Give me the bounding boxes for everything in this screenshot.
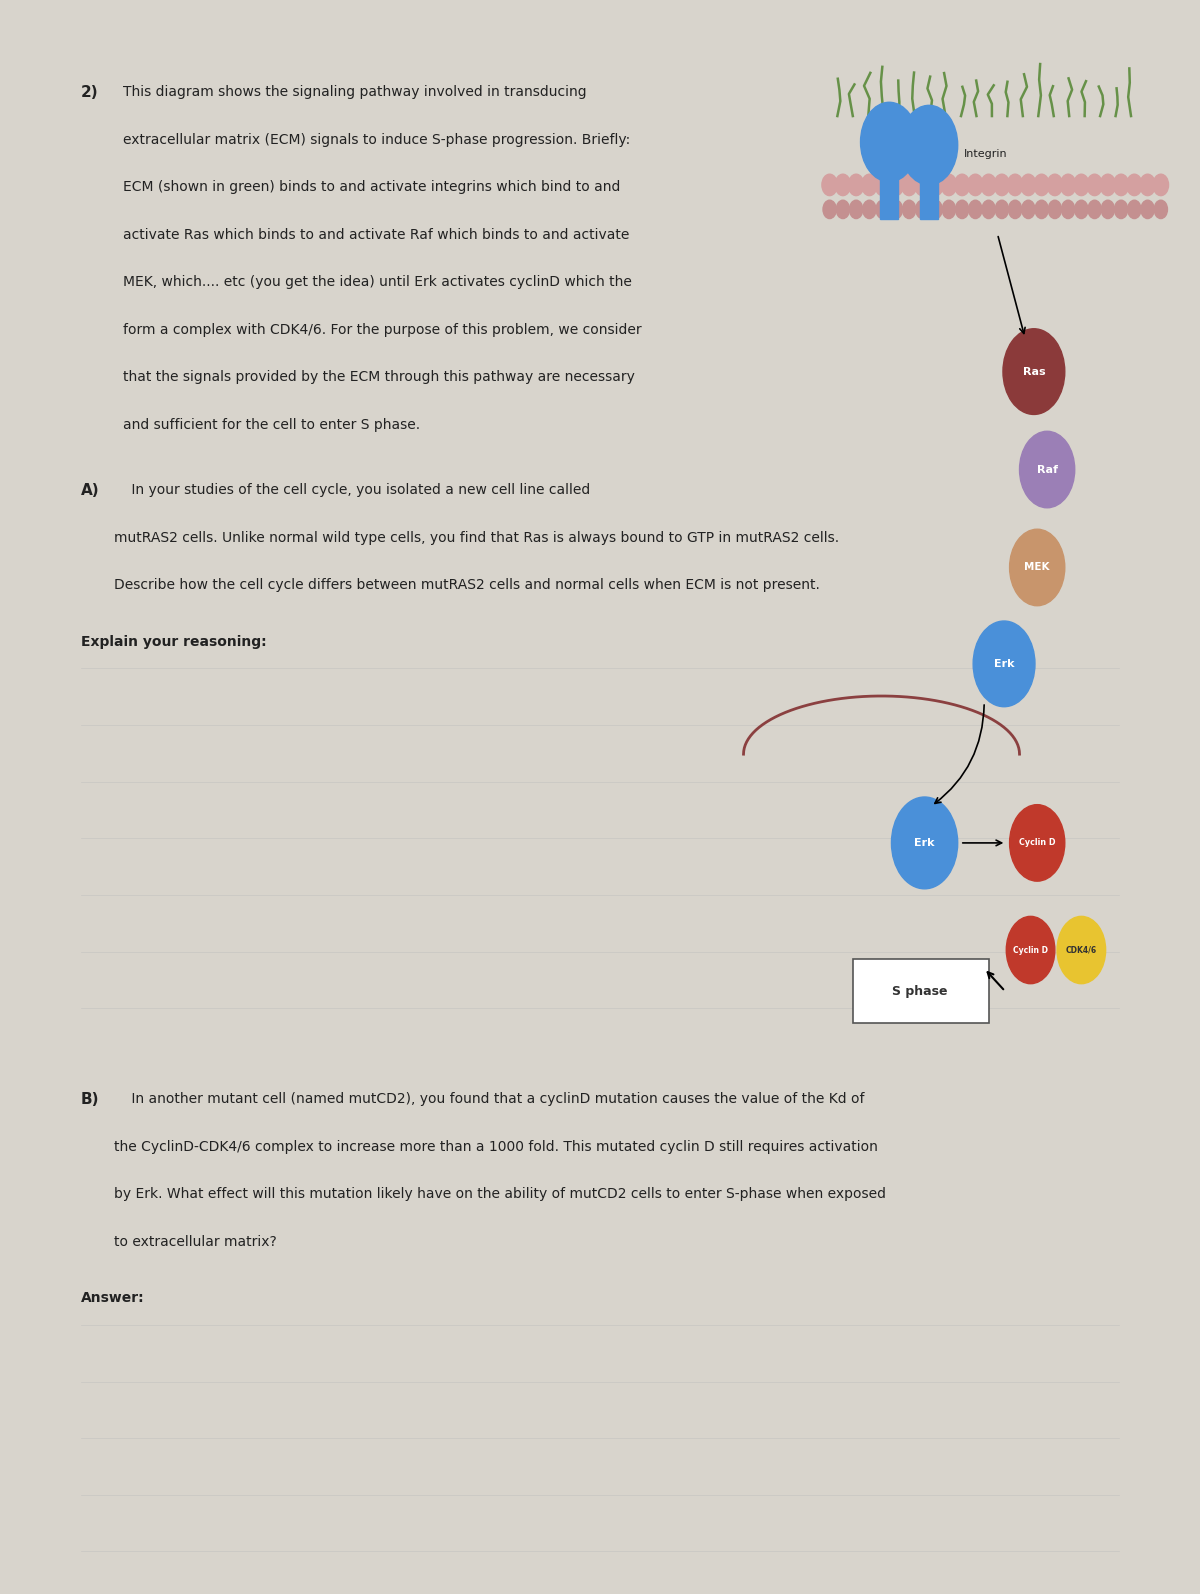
Circle shape [994,174,1009,196]
Circle shape [850,201,863,218]
Circle shape [967,174,983,196]
Circle shape [1127,174,1142,196]
Circle shape [1141,201,1154,218]
Circle shape [955,201,968,218]
Text: CDK4/6: CDK4/6 [1066,945,1097,955]
FancyBboxPatch shape [881,129,898,218]
Text: Answer:: Answer: [82,1291,145,1305]
Circle shape [1154,201,1168,218]
Circle shape [973,622,1034,706]
Circle shape [980,174,996,196]
Circle shape [1034,201,1049,218]
Circle shape [1140,174,1156,196]
Text: Cyclin D: Cyclin D [1013,945,1048,955]
Circle shape [1128,201,1141,218]
Text: extracellular matrix (ECM) signals to induce S-phase progression. Briefly:: extracellular matrix (ECM) signals to in… [124,132,630,147]
Text: activate Ras which binds to and activate Raf which binds to and activate: activate Ras which binds to and activate… [124,228,630,242]
Circle shape [916,201,929,218]
Text: Explain your reasoning:: Explain your reasoning: [82,634,266,649]
Circle shape [1048,174,1062,196]
Circle shape [889,201,902,218]
Circle shape [835,174,851,196]
Text: by Erk. What effect will this mutation likely have on the ability of mutCD2 cell: by Erk. What effect will this mutation l… [114,1188,887,1202]
Circle shape [941,174,956,196]
Text: MEK: MEK [1025,563,1050,572]
Circle shape [1057,917,1105,983]
Text: In your studies of the cell cycle, you isolated a new cell line called: In your studies of the cell cycle, you i… [127,483,590,497]
Circle shape [1007,917,1055,983]
Text: Describe how the cell cycle differs between mutRAS2 cells and normal cells when : Describe how the cell cycle differs betw… [114,579,820,593]
Circle shape [914,174,930,196]
Circle shape [1003,328,1064,414]
Text: In another mutant cell (named mutCD2), you found that a cyclinD mutation causes : In another mutant cell (named mutCD2), y… [127,1092,865,1106]
Text: mutRAS2 cells. Unlike normal wild type cells, you find that Ras is always bound : mutRAS2 cells. Unlike normal wild type c… [114,531,839,545]
Circle shape [942,201,955,218]
Circle shape [862,174,877,196]
Text: the CyclinD-CDK4/6 complex to increase more than a 1000 fold. This mutated cycli: the CyclinD-CDK4/6 complex to increase m… [114,1140,878,1154]
Circle shape [982,201,995,218]
FancyBboxPatch shape [853,960,989,1023]
Circle shape [848,174,864,196]
Circle shape [1100,174,1116,196]
Text: Integrin: Integrin [965,150,1008,159]
Circle shape [1009,529,1064,606]
Text: This diagram shows the signaling pathway involved in transducing: This diagram shows the signaling pathway… [124,86,587,99]
Circle shape [902,201,916,218]
Circle shape [1088,201,1102,218]
Circle shape [1061,174,1076,196]
Circle shape [900,105,958,185]
Text: Erk: Erk [914,838,935,848]
Circle shape [860,102,918,182]
Circle shape [1074,174,1090,196]
Text: and sufficient for the cell to enter S phase.: and sufficient for the cell to enter S p… [124,418,420,432]
Text: ECM (shown in green) binds to and activate integrins which bind to and: ECM (shown in green) binds to and activa… [124,180,620,194]
Circle shape [929,201,942,218]
Circle shape [1115,201,1128,218]
FancyBboxPatch shape [920,129,938,218]
Circle shape [888,174,904,196]
Circle shape [954,174,970,196]
Circle shape [892,797,958,889]
Circle shape [1114,174,1129,196]
Circle shape [901,174,917,196]
Text: that the signals provided by the ECM through this pathway are necessary: that the signals provided by the ECM thr… [124,370,635,384]
Text: Ras: Ras [1022,367,1045,376]
Circle shape [1007,174,1022,196]
Circle shape [875,174,890,196]
Circle shape [1062,201,1075,218]
Circle shape [968,201,982,218]
Circle shape [1020,432,1075,508]
Circle shape [1034,174,1049,196]
Circle shape [1008,201,1021,218]
Circle shape [1087,174,1103,196]
Circle shape [928,174,943,196]
Text: to extracellular matrix?: to extracellular matrix? [114,1235,277,1248]
Circle shape [1021,201,1034,218]
Circle shape [1009,805,1064,881]
Circle shape [876,201,889,218]
Text: MEK, which.... etc (you get the idea) until Erk activates cyclinD which the: MEK, which.... etc (you get the idea) un… [124,276,632,289]
Circle shape [1021,174,1036,196]
Text: Raf: Raf [1037,464,1057,475]
Circle shape [836,201,850,218]
Text: B): B) [82,1092,100,1108]
Text: S phase: S phase [893,985,948,998]
Text: A): A) [82,483,100,499]
Text: form a complex with CDK4/6. For the purpose of this problem, we consider: form a complex with CDK4/6. For the purp… [124,322,642,336]
Text: Erk: Erk [994,658,1014,669]
Circle shape [1102,201,1115,218]
Circle shape [995,201,1008,218]
Circle shape [863,201,876,218]
Circle shape [1075,201,1088,218]
Circle shape [823,201,836,218]
Text: 2): 2) [82,86,98,100]
Circle shape [1153,174,1169,196]
Circle shape [822,174,838,196]
Circle shape [1049,201,1062,218]
Text: Cyclin D: Cyclin D [1019,838,1056,848]
